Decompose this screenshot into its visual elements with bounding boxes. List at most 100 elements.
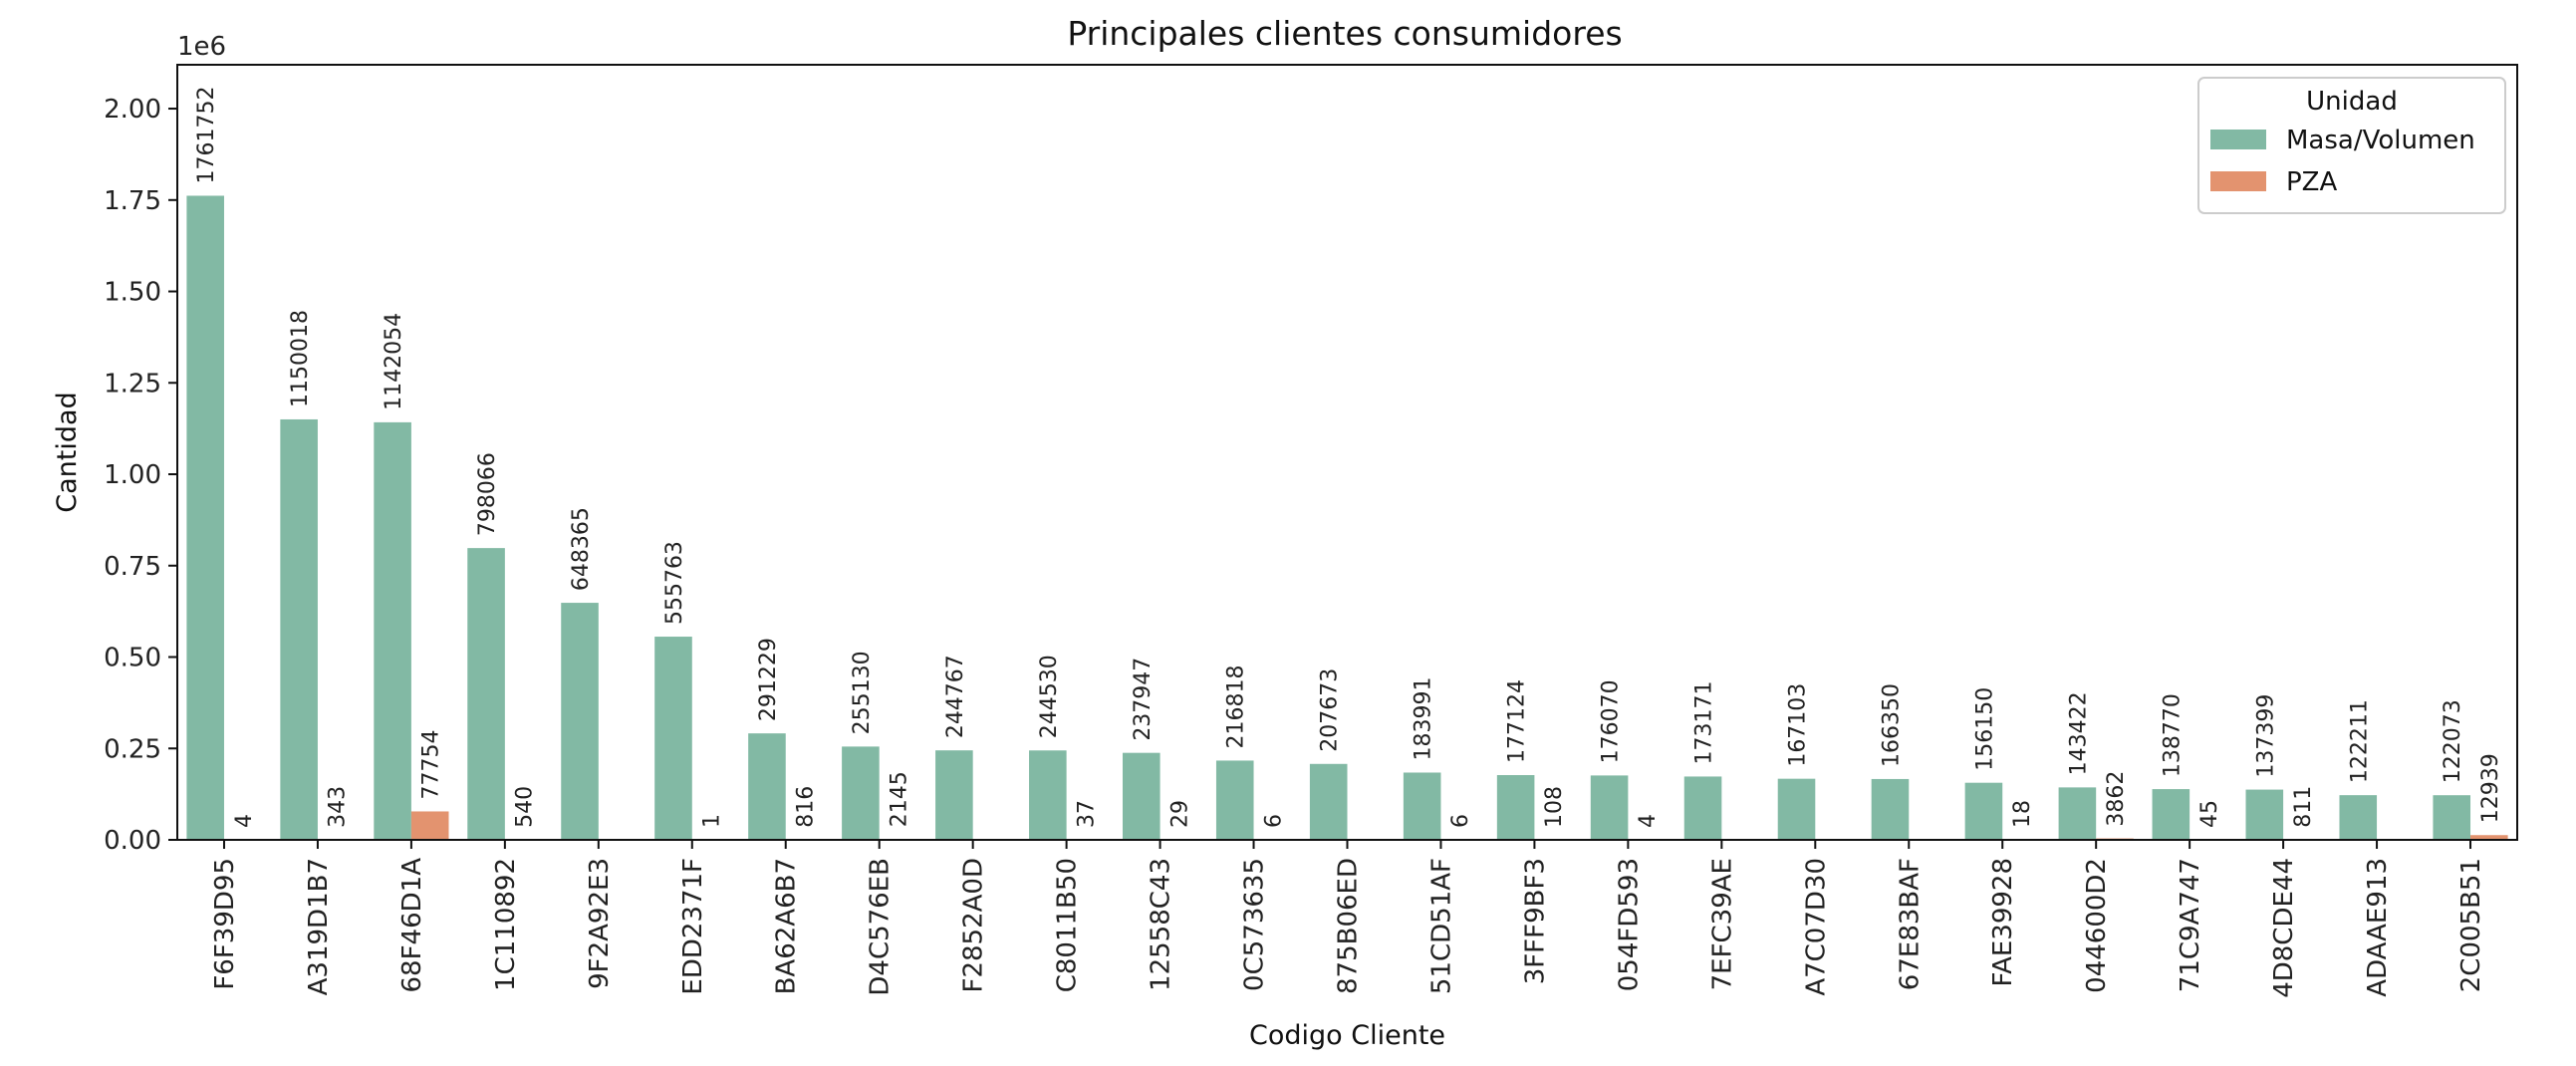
bar-masa-volumen-F2852A0D [935, 750, 973, 840]
bar-masa-volumen-D4C576EB [842, 746, 880, 840]
bar-pza-2C005B51 [2470, 835, 2508, 840]
bar-value-label: 1761752 [194, 86, 219, 183]
bars-layer [186, 195, 2508, 840]
bar-masa-volumen-A319D1B7 [280, 418, 318, 840]
x-axis: F6F39D95 A319D1B7 68F46D1A 1C110892 9F2A92E3… [210, 840, 2486, 998]
bar-value-label: 166350 [1879, 683, 1904, 767]
bar-value-label: 3862 [2104, 771, 2129, 827]
bar-value-label: 177124 [1505, 679, 1530, 763]
x-tick-label: 9F2A92E3 [585, 858, 615, 989]
bar-value-label: 2145 [887, 771, 911, 827]
bar-masa-volumen-BA62A6B7 [748, 733, 786, 840]
bar-masa-volumen-FAE39928 [1964, 782, 2003, 840]
bar-value-label: 122211 [2347, 699, 2372, 783]
bar-value-label: 244767 [943, 655, 968, 738]
legend-box [2197, 77, 2506, 214]
legend-item-label: Masa/Volumen [2286, 126, 2475, 155]
bar-masa-volumen-0C573635 [1215, 760, 1254, 840]
x-tick-label: 2C005B51 [2456, 858, 2486, 992]
x-tick-label: 51CD51AF [1426, 858, 1456, 994]
bar-masa-volumen-67E83BAF [1871, 778, 1910, 840]
x-tick-label: 68F46D1A [397, 858, 427, 993]
bar-value-label: 648365 [569, 507, 594, 591]
bar-value-label: 137399 [2253, 694, 2278, 778]
y-tick-label: 2.00 [104, 95, 161, 125]
legend-items: Masa/Volumen PZA [2210, 126, 2475, 197]
x-tick-label: A319D1B7 [304, 858, 334, 995]
y-tick-label: 1.75 [104, 186, 161, 216]
bar-value-label: 343 [326, 786, 351, 828]
bar-masa-volumen-1C110892 [467, 548, 505, 840]
bar-masa-volumen-7EFC39AE [1683, 776, 1722, 840]
bar-value-label: 540 [513, 786, 538, 828]
x-axis-label: Codigo Cliente [1249, 1020, 1445, 1051]
bar-value-label: 1142054 [382, 313, 406, 410]
bar-masa-volumen-EDD2371F [654, 637, 692, 840]
x-tick-label: F2852A0D [959, 858, 989, 992]
bar-value-label: 555763 [662, 541, 687, 625]
y-tick-label: 1.50 [104, 278, 161, 308]
bar-value-label: 183991 [1412, 676, 1436, 760]
bar-value-label: 45 [2197, 800, 2222, 828]
bar-masa-volumen-2C005B51 [2433, 795, 2471, 840]
bar-value-label: 291229 [756, 638, 781, 721]
bar-value-label: 4 [1636, 814, 1661, 828]
bar-masa-volumen-9F2A92E3 [561, 603, 599, 840]
bar-masa-volumen-71C9A747 [2152, 789, 2190, 840]
bar-value-label: 167103 [1786, 683, 1811, 767]
x-tick-label: 3FFF9BF3 [1520, 858, 1550, 984]
bar-masa-volumen-F6F39D95 [186, 195, 224, 840]
x-tick-label: 12558C43 [1147, 858, 1176, 991]
bar-value-label: 1150018 [288, 310, 313, 407]
bar-value-label: 811 [2291, 786, 2316, 828]
bar-masa-volumen-ADAAE913 [2339, 795, 2378, 840]
bar-value-label: 77754 [419, 729, 444, 799]
bar-value-label: 244530 [1037, 655, 1062, 738]
legend: Unidad Masa/Volumen PZA [2197, 77, 2506, 214]
bar-masa-volumen-A7C07D30 [1777, 778, 1816, 840]
bar-value-label: 138770 [2160, 693, 2185, 777]
bar-value-label: 216818 [1224, 665, 1249, 748]
bar-masa-volumen-875B06ED [1309, 763, 1348, 840]
bar-value-label: 207673 [1318, 668, 1343, 752]
bar-value-label: 176070 [1599, 679, 1624, 763]
y-tick-label: 0.25 [104, 734, 161, 764]
x-tick-label: 4D8CDE44 [2269, 858, 2299, 998]
bar-value-label: 1 [700, 814, 725, 828]
x-tick-label: 7EFC39AE [1707, 858, 1737, 990]
bar-value-label: 12939 [2478, 753, 2503, 823]
y-tick-label: 1.00 [104, 460, 161, 490]
y-tick-label: 0.50 [104, 644, 161, 673]
plot-frame [176, 64, 2518, 841]
y-tick-label: 1.25 [104, 369, 161, 399]
bar-value-label: 173171 [1692, 680, 1717, 764]
bar-value-label: 816 [794, 786, 819, 828]
bar-value-label: 237947 [1131, 658, 1156, 741]
bar-value-label: 6 [1448, 814, 1473, 828]
legend-title: Unidad [2306, 87, 2398, 117]
x-tick-label: 1C110892 [491, 858, 521, 991]
bar-masa-volumen-3FFF9BF3 [1496, 774, 1535, 840]
bar-masa-volumen-68F46D1A [374, 421, 411, 840]
bar-pza-68F46D1A [410, 811, 449, 840]
x-tick-label: BA62A6B7 [772, 858, 802, 994]
bar-masa-volumen-C8011B50 [1029, 750, 1067, 840]
x-tick-label: EDD2371F [678, 858, 708, 995]
x-tick-label: A7C07D30 [1801, 858, 1831, 996]
x-tick-label: 67E83BAF [1895, 858, 1925, 990]
y-axis-offset-text: 1e6 [177, 32, 226, 62]
bar-value-label: 18 [2010, 800, 2035, 828]
bar-masa-volumen-12558C43 [1122, 752, 1160, 840]
x-tick-label: 044600D2 [2082, 858, 2112, 993]
bar-value-label: 122073 [2441, 699, 2465, 783]
bar-masa-volumen-054FD593 [1590, 775, 1629, 840]
bar-value-label: 4 [232, 814, 257, 828]
bar-value-label: 156150 [1972, 687, 1997, 771]
x-tick-label: 054FD593 [1614, 858, 1644, 991]
x-tick-label: 71C9A747 [2176, 858, 2205, 992]
bar-masa-volumen-4D8CDE44 [2245, 789, 2284, 840]
bar-labels-layer: 1761752 1150018 1142054 798066 648365 555763 2… [194, 86, 2503, 828]
bar-value-label: 37 [1074, 800, 1099, 828]
y-tick-label: 0.00 [104, 826, 161, 856]
